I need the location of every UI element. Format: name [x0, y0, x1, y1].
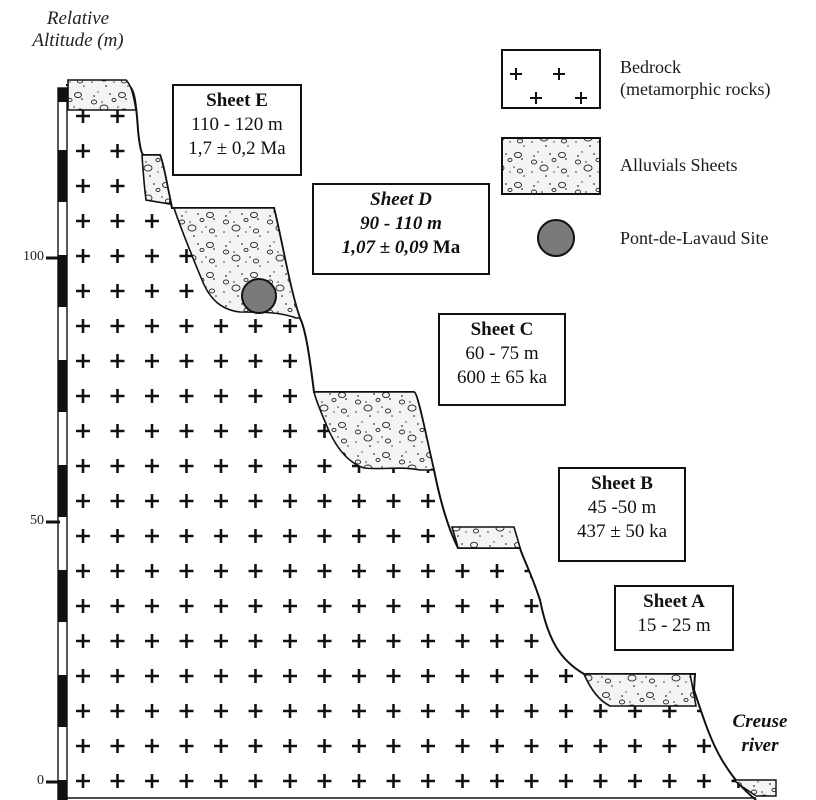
sheet-e-age: 1,7 ± 0,2 Ma	[188, 138, 286, 159]
legend-bedrock-line2: (metamorphic rocks)	[620, 79, 771, 99]
legend-alluvials-label: Alluvials Sheets	[620, 155, 738, 175]
river-line1: Creuse	[732, 711, 788, 732]
legend-bedrock-label: Bedrock (metamorphic rocks)	[620, 56, 770, 100]
legend-site-label: Pont-de-Lavaud Site	[620, 228, 769, 248]
altitude-scale-bar	[57, 87, 68, 800]
river-line2: river	[741, 735, 779, 756]
sheet-c-age: 600 ± 65 ka	[456, 367, 548, 388]
sheet-b-box: Sheet B 45 -50 m 437 ± 50 ka	[558, 467, 686, 562]
sheet-d-age-value: 1,07 ± 0,09	[341, 237, 429, 258]
tick-label-0: 0	[37, 773, 44, 788]
sheet-d-age: 1,07 ± 0,09 Ma	[318, 236, 484, 260]
sheet-b-age: 437 ± 50 ka	[576, 521, 668, 542]
sheet-a-box: Sheet A 15 - 25 m	[614, 585, 734, 651]
sheet-d-age-unit: Ma	[428, 237, 461, 258]
tick-label-50: 50	[30, 513, 44, 528]
sheet-a-altitude: 15 - 25 m	[637, 615, 711, 636]
sheet-b-title: Sheet B	[591, 473, 653, 494]
sheet-b-altitude: 45 -50 m	[587, 497, 657, 518]
axis-title: Relative Altitude (m)	[18, 8, 138, 52]
legend-alluvial-swatch	[501, 137, 601, 195]
legend-site-circle	[537, 219, 575, 257]
alluvial-sheet-a	[582, 673, 697, 707]
sheet-e-altitude: 110 - 120 m	[191, 114, 283, 135]
sheet-c-box: Sheet C 60 - 75 m 600 ± 65 ka	[438, 313, 566, 406]
legend-bedrock-swatch	[501, 49, 601, 109]
sheet-d-altitude: 90 - 110 m	[360, 213, 442, 234]
sheet-c-title: Sheet C	[470, 319, 534, 340]
tick-label-100: 100	[23, 249, 44, 264]
alluvial-sheet-e	[67, 79, 137, 111]
alluvial-sheet-small	[141, 154, 171, 205]
legend-bedrock-line1: Bedrock	[620, 57, 681, 77]
sheet-a-title: Sheet A	[643, 591, 705, 612]
creuse-river-label: Creuse river	[712, 710, 808, 758]
sheet-e-box: Sheet E 110 - 120 m 1,7 ± 0,2 Ma	[172, 84, 302, 176]
axis-title-line2: Altitude (m)	[32, 30, 124, 51]
axis-title-line1: Relative	[46, 8, 110, 29]
sheet-c-altitude: 60 - 75 m	[465, 343, 539, 364]
sheet-e-title: Sheet E	[206, 90, 268, 111]
sheet-d-title: Sheet D	[370, 189, 432, 210]
river-alluvium	[732, 779, 777, 797]
sheet-d-box: Sheet D 90 - 110 m 1,07 ± 0,09 Ma	[312, 183, 490, 275]
alluvial-sheet-b	[450, 526, 522, 549]
alluvial-sheet-c	[312, 391, 436, 471]
pont-de-lavaud-site-marker	[241, 278, 277, 314]
